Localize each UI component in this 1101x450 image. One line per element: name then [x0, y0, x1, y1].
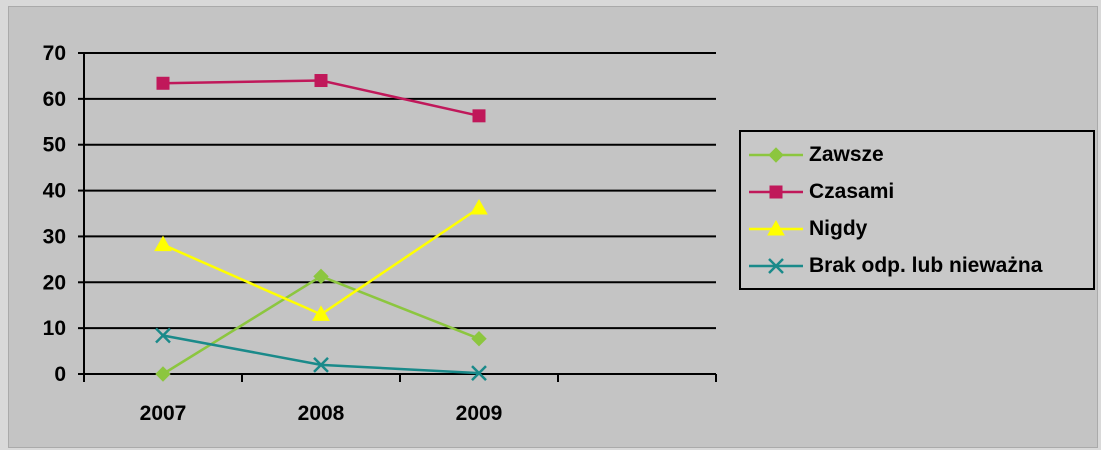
data-point [312, 305, 330, 321]
legend-swatch [749, 185, 803, 198]
data-point [471, 365, 487, 381]
y-tick-label: 70 [43, 42, 66, 65]
data-point [471, 330, 487, 347]
y-tick-label: 20 [43, 271, 66, 294]
series-czasami [156, 74, 486, 123]
legend-item-zawsze: Zawsze [747, 136, 1093, 173]
legend-swatch [749, 219, 803, 235]
data-point [314, 74, 328, 88]
data-point [154, 235, 172, 252]
legend-swatch [749, 257, 803, 274]
data-point [470, 198, 488, 215]
series-brak-odp-lub-niewa-na [155, 327, 487, 381]
data-point [769, 185, 783, 198]
x-tick-label: 2007 [140, 402, 187, 425]
legend-swatch [749, 146, 803, 163]
data-point [768, 146, 784, 163]
data-point [472, 109, 486, 123]
legend-label: Brak odp. lub nieważna [809, 253, 1043, 277]
series-line [162, 206, 480, 316]
data-point [155, 366, 171, 382]
series-nigdy [154, 198, 488, 321]
legend-label: Czasami [809, 179, 895, 203]
series-line [162, 274, 480, 376]
data-point [156, 76, 170, 90]
x-tick-label: 2008 [298, 402, 345, 425]
x-tick-label: 2009 [456, 402, 503, 425]
data-point [155, 327, 171, 344]
series-line [162, 334, 480, 375]
y-tick-label: 60 [43, 88, 66, 111]
data-point [767, 219, 785, 235]
legend-item-nigdy: Nigdy [747, 210, 1093, 247]
series-zawsze [155, 268, 487, 382]
legend-item-czasami: Czasami [747, 173, 1093, 210]
y-tick-label: 50 [43, 134, 66, 157]
legend-label: Zawsze [809, 142, 884, 166]
legend-item-brak: Brak odp. lub nieważna [747, 247, 1093, 284]
y-tick-label: 40 [43, 180, 66, 203]
y-tick-label: 30 [43, 225, 66, 248]
data-point [313, 268, 329, 285]
legend: Zawsze Czasami Nigdy Brak odp. lub niewa… [739, 130, 1095, 290]
data-point [313, 356, 329, 373]
y-tick-label: 0 [54, 363, 66, 386]
legend-label: Nigdy [809, 216, 868, 240]
y-tick-label: 10 [43, 317, 66, 340]
data-point [768, 257, 784, 274]
